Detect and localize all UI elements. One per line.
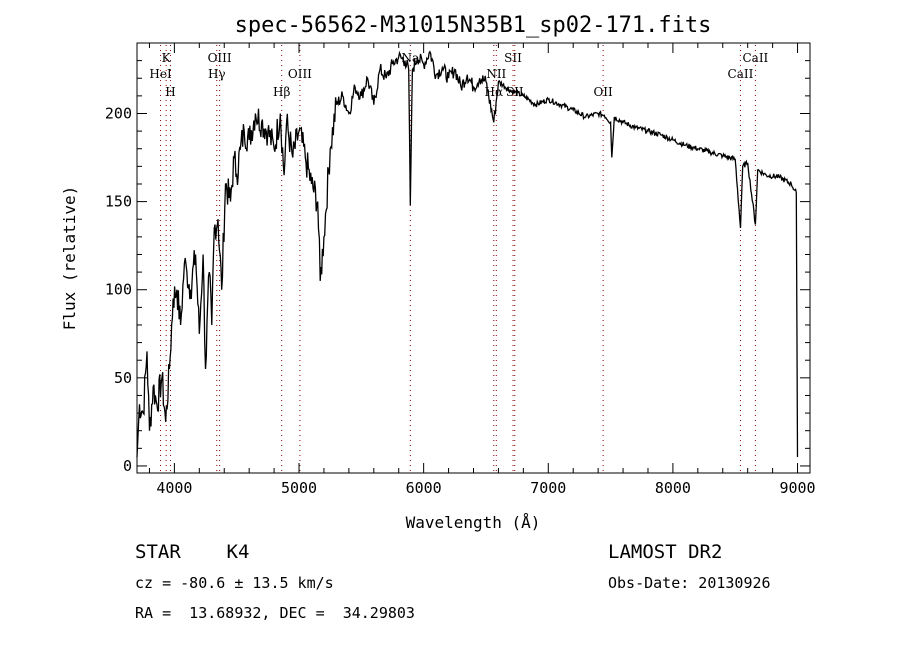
- plot-frame: [136, 42, 811, 474]
- x-tick-label: 6000: [406, 479, 442, 497]
- y-tick-label: 100: [105, 281, 132, 299]
- y-tick-label: 150: [105, 193, 132, 211]
- x-tick-label: 9000: [779, 479, 815, 497]
- y-tick-label: 50: [114, 369, 132, 387]
- redshift-cz: cz = -80.6 ± 13.5 km/s: [135, 574, 334, 592]
- spectral-line-label: CaII: [728, 67, 754, 81]
- spectral-line-label: H: [165, 85, 175, 99]
- spectral-line-label: K: [162, 51, 172, 65]
- spectral-line-label: Hγ: [208, 67, 226, 81]
- y-tick-label: 200: [105, 104, 132, 122]
- survey-name: LAMOST DR2: [608, 541, 723, 563]
- y-tick-label: 0: [123, 457, 132, 475]
- x-axis-label: Wavelength (Å): [406, 513, 541, 532]
- spectral-line-label: OII: [593, 85, 613, 99]
- x-tick-label: 4000: [156, 479, 192, 497]
- y-axis-label: Flux (relative): [60, 186, 79, 331]
- object-class: STAR K4: [135, 541, 250, 563]
- spectral-line-label: NII: [486, 67, 506, 81]
- spectral-line-label: SII: [504, 51, 522, 65]
- chart-title: spec-56562-M31015N35B1_sp02-171.fits: [235, 13, 712, 38]
- spectrum-line: [136, 50, 799, 458]
- x-tick-label: 5000: [281, 479, 317, 497]
- x-tick-label: 8000: [655, 479, 691, 497]
- spectral-line-label: OIII: [208, 51, 232, 65]
- spectral-line-label: HeI: [149, 67, 172, 81]
- spectral-line-label: OIII: [288, 67, 312, 81]
- spectral-line-label: CaII: [742, 51, 768, 65]
- x-tick-label: 7000: [530, 479, 566, 497]
- spectral-line-label: Hβ: [273, 85, 290, 99]
- coordinates: RA = 13.68932, DEC = 34.29803: [135, 604, 415, 622]
- obs-date: Obs-Date: 20130926: [608, 574, 771, 592]
